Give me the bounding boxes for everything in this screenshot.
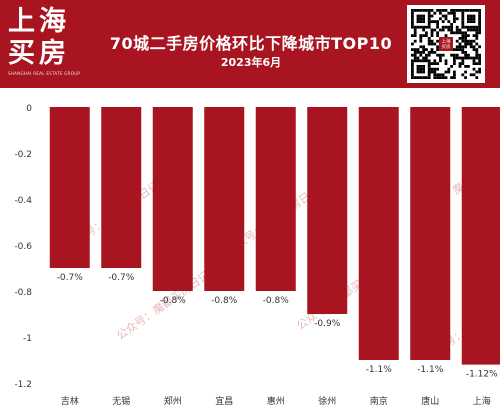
header-banner: 上海 买房 SHANGHAI REAL ESTATE GROUP 70城二手房价… [0, 0, 500, 88]
bar [152, 107, 193, 291]
y-tick-label: -1.2 [14, 380, 32, 390]
data-label: -0.8% [160, 296, 187, 306]
x-tick-label: 吉林 [61, 395, 79, 407]
x-axis: 吉林 无锡 郑州 宜昌 惠州 徐州 南京 唐山 上海 [61, 395, 491, 407]
chart-subtitle: 2023年6月 [220, 56, 282, 69]
x-tick-label: 南京 [370, 395, 388, 407]
x-tick-label: 唐山 [421, 395, 439, 407]
chart-title: 70城二手房价格环比下降城市TOP10 [109, 34, 393, 53]
y-tick-label: -0.6 [14, 242, 32, 252]
bar-chart: 公众号：魔都买房日记公众号：魔都买房日记公众号：魔都买房日记公众号：魔都买房日记… [14, 104, 500, 407]
x-tick-label: 宜昌 [215, 395, 233, 407]
bar [461, 107, 500, 365]
qr-code-icon: 上海 买房 [407, 5, 485, 83]
data-label: -0.8% [211, 296, 238, 306]
data-label: -1.1% [366, 365, 393, 375]
x-tick-label: 徐州 [318, 395, 336, 407]
x-tick-label: 上海 [473, 395, 491, 407]
bar [307, 107, 348, 314]
bar [49, 107, 90, 268]
y-axis: 0 -0.2 -0.4 -0.6 -0.8 -1 -1.2 [14, 104, 32, 390]
data-label: -0.7% [57, 273, 84, 283]
qr-badge-text: 买房 [442, 43, 451, 50]
bar [204, 107, 245, 291]
bar [101, 107, 142, 268]
bar [358, 107, 399, 360]
qr-center-badge [439, 37, 453, 51]
y-tick-label: -1 [23, 334, 32, 344]
logo: 上海 买房 SHANGHAI REAL ESTATE GROUP [8, 6, 81, 82]
logo-subtitle: SHANGHAI REAL ESTATE GROUP [8, 71, 81, 76]
y-tick-label: -0.8 [14, 288, 32, 298]
bar [255, 107, 296, 291]
y-tick-label: 0 [26, 104, 32, 114]
qr-badge-text: 上海 [442, 38, 451, 45]
x-tick-label: 郑州 [164, 395, 182, 407]
logo-line-2: 买房 [8, 38, 70, 69]
bar [410, 107, 451, 360]
logo-line-1: 上海 [8, 6, 70, 37]
bar-series [49, 107, 500, 365]
y-tick-label: -0.4 [14, 196, 32, 206]
data-label: -0.7% [108, 273, 135, 283]
data-label: -1.12% [466, 370, 498, 380]
x-tick-label: 无锡 [112, 396, 130, 407]
data-label: -0.9% [314, 319, 341, 329]
data-label: -1.1% [417, 365, 444, 375]
x-tick-label: 惠州 [267, 395, 285, 407]
data-labels: -0.7% -0.7% -0.8% -0.8% -0.8% -0.9% -1.1% -1.1%… [57, 273, 498, 380]
y-tick-label: -0.2 [14, 150, 32, 160]
data-label: -0.8% [263, 296, 290, 306]
